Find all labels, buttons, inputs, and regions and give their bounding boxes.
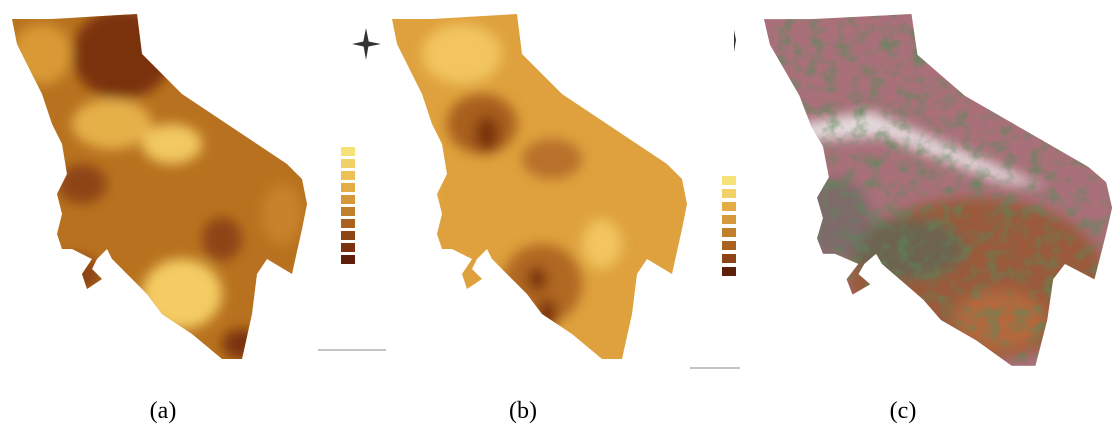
legend-b xyxy=(690,30,740,368)
caption: (c) xyxy=(890,398,917,424)
map-b xyxy=(392,14,692,364)
map-c xyxy=(764,14,1118,371)
legend-a xyxy=(318,147,386,350)
caption: (b) xyxy=(509,398,537,424)
caption: (a) xyxy=(150,398,177,424)
map-a xyxy=(12,9,312,364)
figure: (a) (b) (c) xyxy=(0,0,1120,432)
compass xyxy=(352,28,381,60)
